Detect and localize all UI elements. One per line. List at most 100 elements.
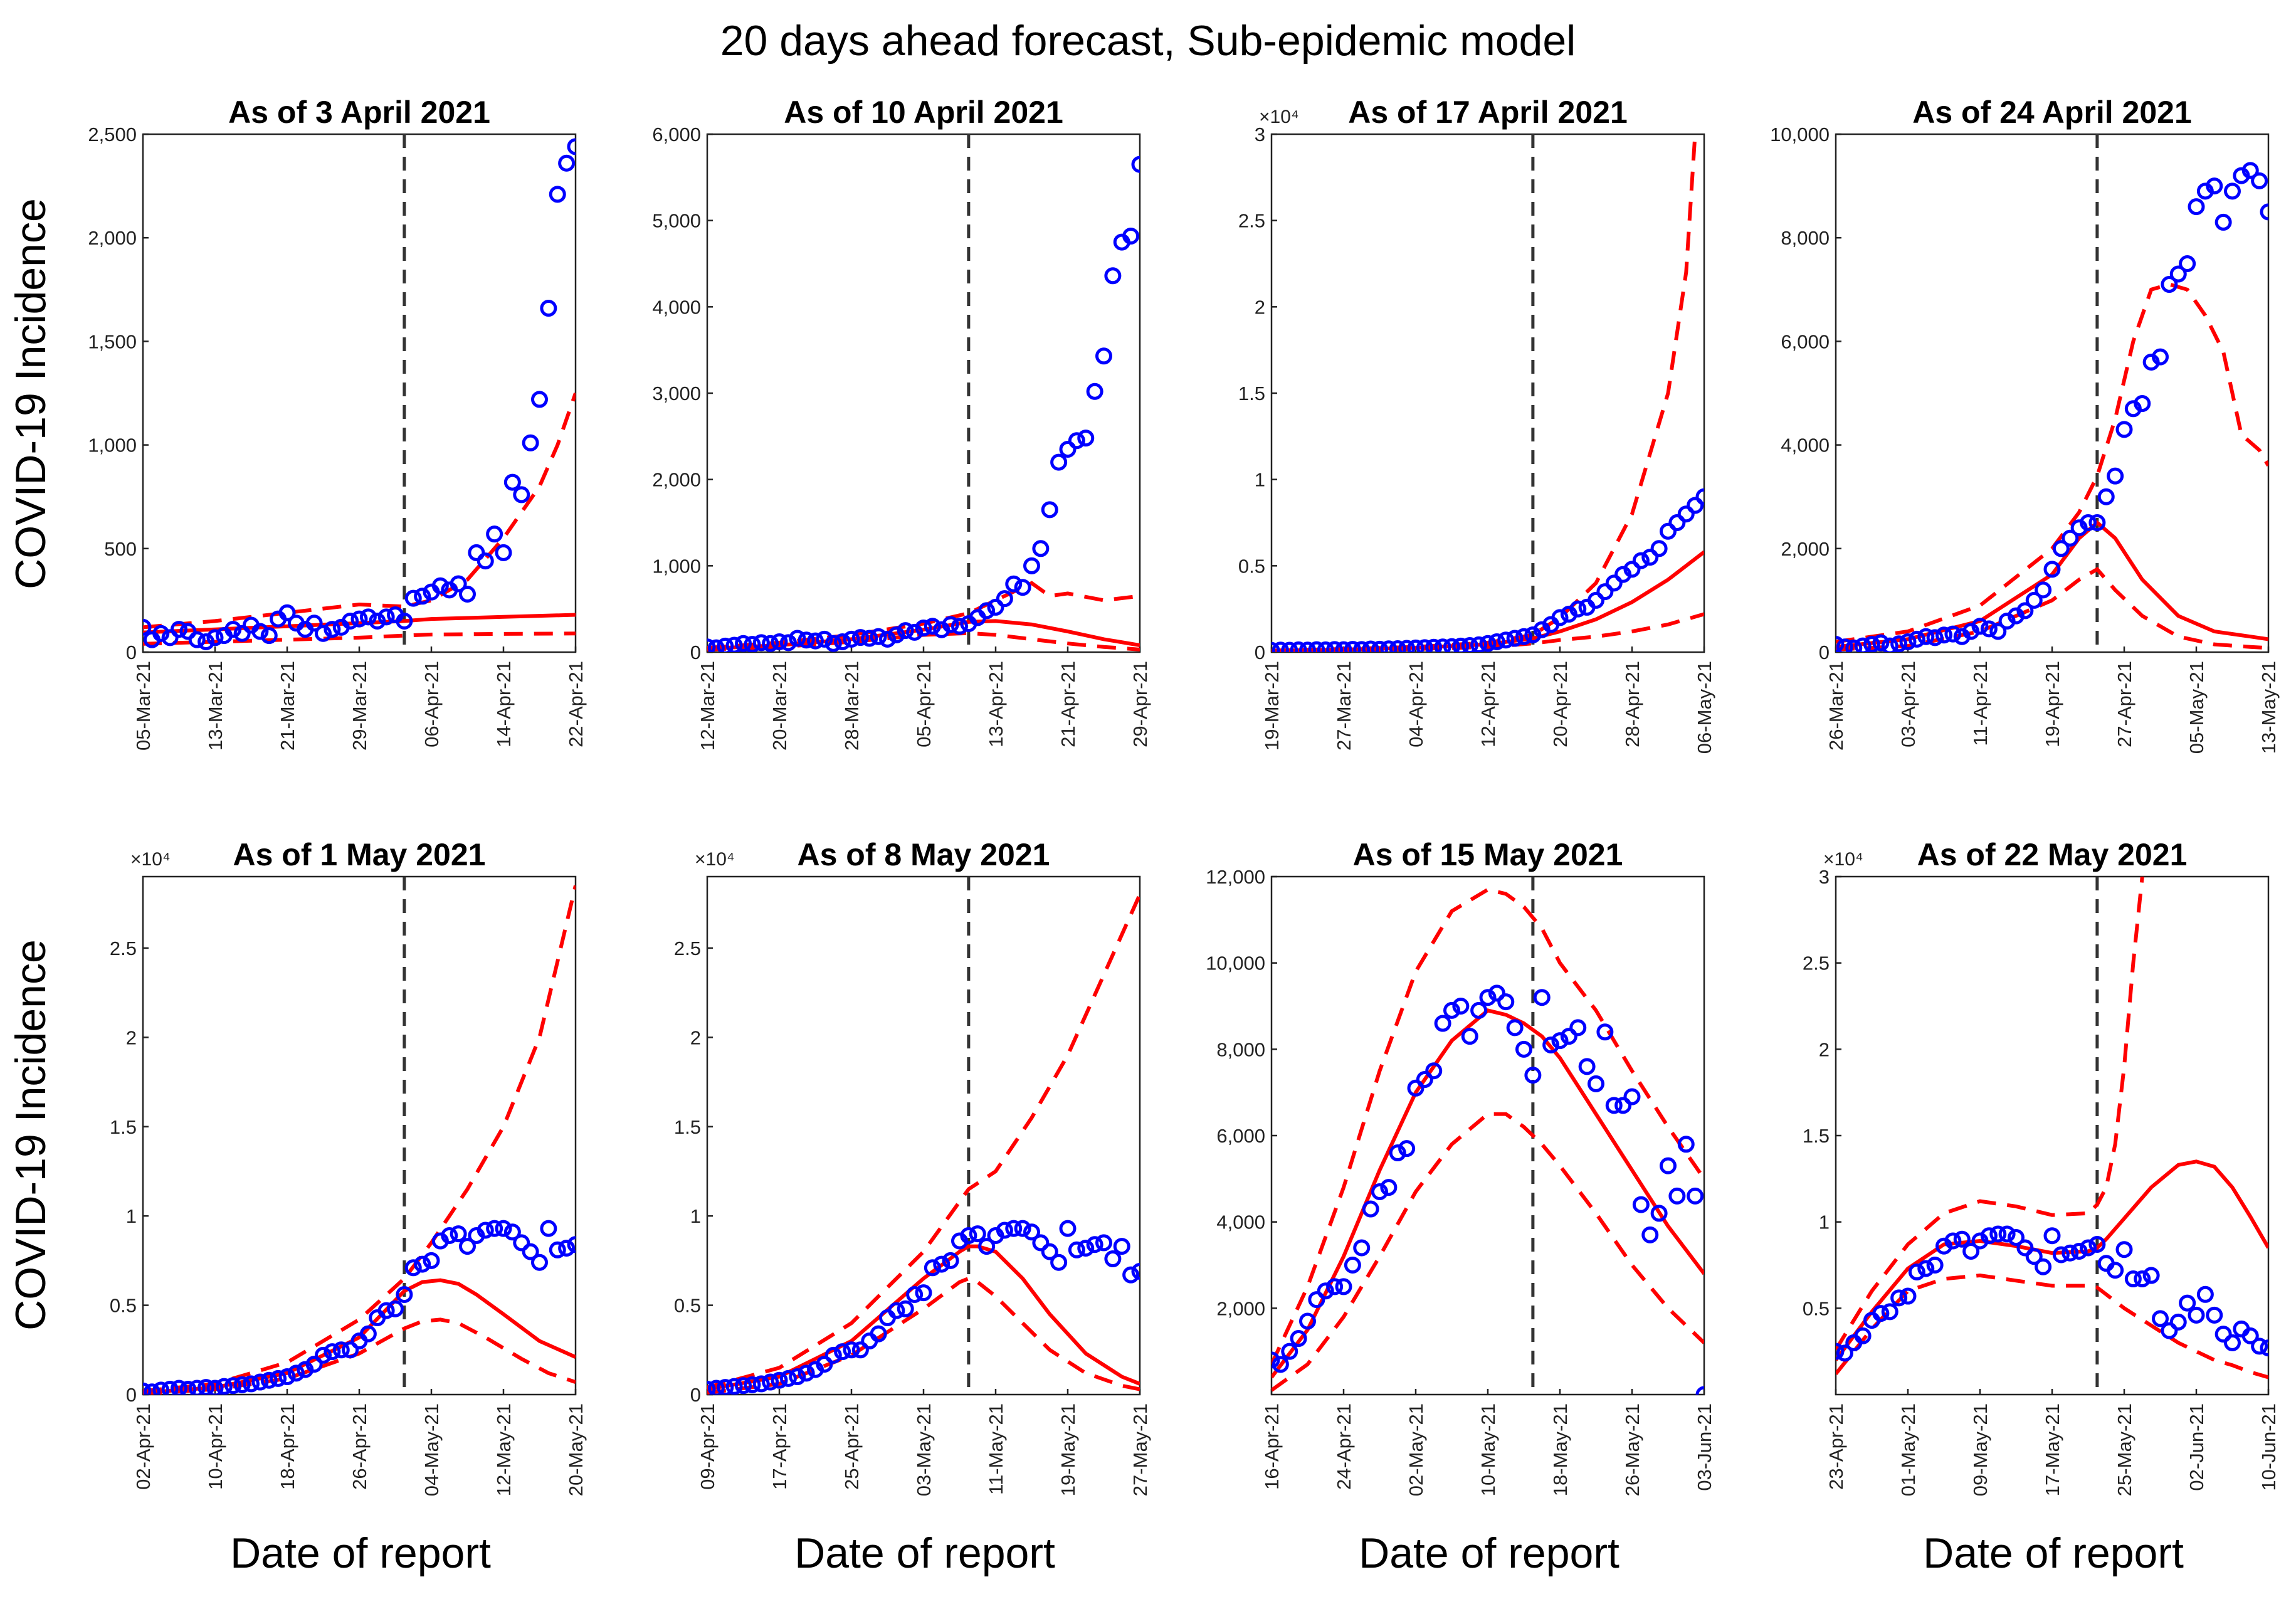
y-tick-label: 2.5 xyxy=(110,937,137,959)
observed-point xyxy=(431,577,449,594)
y-tick-label: 2 xyxy=(1255,296,1265,318)
y-tick-label: 0 xyxy=(126,641,137,663)
x-tick-label: 11-May-21 xyxy=(985,1403,1007,1495)
observed-point xyxy=(2224,182,2241,200)
observed-point xyxy=(404,589,422,607)
observed-point xyxy=(1497,631,1515,649)
x-tick-label: 10-May-21 xyxy=(1477,1403,1499,1496)
plot-area xyxy=(143,877,576,1395)
y-tick-label: 10,000 xyxy=(1770,124,1830,145)
observed-point xyxy=(2097,488,2115,505)
y-axis-label-bottom: COVID-19 Incidence xyxy=(7,939,55,1331)
observed-point xyxy=(834,1343,851,1361)
observed-point xyxy=(2062,529,2079,547)
observed-point xyxy=(1077,430,1095,447)
observed-point xyxy=(1425,1062,1443,1080)
panel-title: As of 24 April 2021 xyxy=(1912,95,2192,130)
observed-point xyxy=(1452,637,1470,652)
observed-point xyxy=(1488,984,1505,1002)
observed-point xyxy=(762,635,779,652)
x-tick-label: 09-Apr-21 xyxy=(697,1403,719,1490)
observed-point xyxy=(2052,540,2070,557)
observed-point xyxy=(1398,1140,1416,1158)
observed-point xyxy=(2152,348,2169,366)
x-tick-label: 06-May-21 xyxy=(1693,661,1715,754)
plot-area xyxy=(1836,134,2268,652)
observed-point xyxy=(450,575,467,593)
observed-point xyxy=(1461,637,1478,652)
observed-point xyxy=(387,1300,404,1317)
chart-panel-2: As of 10 April 2021 0 1,000 2,000 3,000 4,000… xyxy=(652,95,1151,751)
observed-point xyxy=(2008,1228,2025,1246)
x-tick-label: 20-Apr-21 xyxy=(1549,661,1571,747)
observed-point xyxy=(369,612,386,630)
observed-point xyxy=(1899,1287,1917,1305)
observed-point xyxy=(260,627,278,645)
observed-point xyxy=(1569,1019,1587,1037)
observed-point xyxy=(2251,172,2268,189)
observed-point xyxy=(2142,1267,2160,1284)
observed-point xyxy=(1908,630,1925,648)
y-tick-label: 2.5 xyxy=(1238,210,1265,232)
observed-point xyxy=(1569,600,1587,618)
plot-area xyxy=(1836,877,2268,1395)
observed-point xyxy=(1425,638,1443,652)
observed-point xyxy=(1578,1058,1596,1075)
observed-point xyxy=(396,1285,413,1303)
panels: As of 3 April 2021 0 500 1,000 1,500 2,000 2,5… xyxy=(88,95,2280,1496)
observed-point xyxy=(1041,501,1058,519)
observed-point xyxy=(2188,198,2205,216)
x-tick-label: 17-Apr-21 xyxy=(769,1403,791,1490)
x-tick-label: 22-Apr-21 xyxy=(565,661,587,747)
observed-point xyxy=(161,1380,179,1395)
observed-point xyxy=(1272,641,1289,652)
panel-title: As of 8 May 2021 xyxy=(798,837,1050,872)
observed-point xyxy=(342,1341,359,1359)
observed-point xyxy=(359,1325,377,1343)
observed-point xyxy=(2035,581,2052,599)
y-tick-label: 2,000 xyxy=(652,469,701,491)
y-tick-label: 0 xyxy=(126,1384,137,1406)
observed-point xyxy=(171,1380,187,1395)
observed-point xyxy=(1944,625,1962,643)
observed-point xyxy=(549,1241,566,1258)
x-axis-label-3: Date of report xyxy=(1359,1529,1619,1577)
observed-point xyxy=(414,588,431,605)
y-tick-label: 5,000 xyxy=(652,210,701,232)
observed-point xyxy=(1926,629,1944,646)
forecast-lower-bound-line xyxy=(143,631,576,646)
x-tick-label: 04-Apr-21 xyxy=(1405,661,1427,747)
observed-point xyxy=(1524,1067,1542,1084)
x-tick-label: 26-May-21 xyxy=(1621,1403,1643,1496)
observed-point xyxy=(906,1285,924,1303)
x-tick-label: 19-Apr-21 xyxy=(2041,661,2063,747)
y-tick-label: 8,000 xyxy=(1216,1038,1265,1060)
observed-point xyxy=(2179,255,2196,272)
observed-point xyxy=(1326,1278,1344,1295)
panel-title: As of 10 April 2021 xyxy=(784,95,1063,130)
observed-point xyxy=(143,1382,152,1395)
observed-point xyxy=(1032,1234,1050,1252)
observed-point xyxy=(1488,633,1505,650)
forecast-mean-line xyxy=(1272,1008,1704,1379)
observed-point xyxy=(2016,602,2034,620)
observed-point xyxy=(942,616,959,633)
observed-point xyxy=(978,1238,996,1255)
observed-point xyxy=(1470,636,1488,652)
observed-point xyxy=(1605,574,1623,592)
observed-point xyxy=(771,1371,788,1389)
x-tick-label: 24-Apr-21 xyxy=(1333,1403,1355,1490)
observed-point xyxy=(513,486,530,504)
observed-point xyxy=(1899,633,1917,650)
observed-point xyxy=(2124,1270,2142,1288)
y-tick-label: 0 xyxy=(1255,641,1265,663)
observed-point xyxy=(1588,1075,1604,1092)
panel-title: As of 3 April 2021 xyxy=(228,95,490,130)
x-tick-label: 05-Mar-21 xyxy=(132,661,154,751)
observed-point xyxy=(779,1369,797,1387)
observed-point xyxy=(1407,1079,1424,1097)
y-tick-label: 2.5 xyxy=(674,937,701,959)
observed-point xyxy=(924,1259,941,1277)
observed-point xyxy=(1836,638,1853,652)
